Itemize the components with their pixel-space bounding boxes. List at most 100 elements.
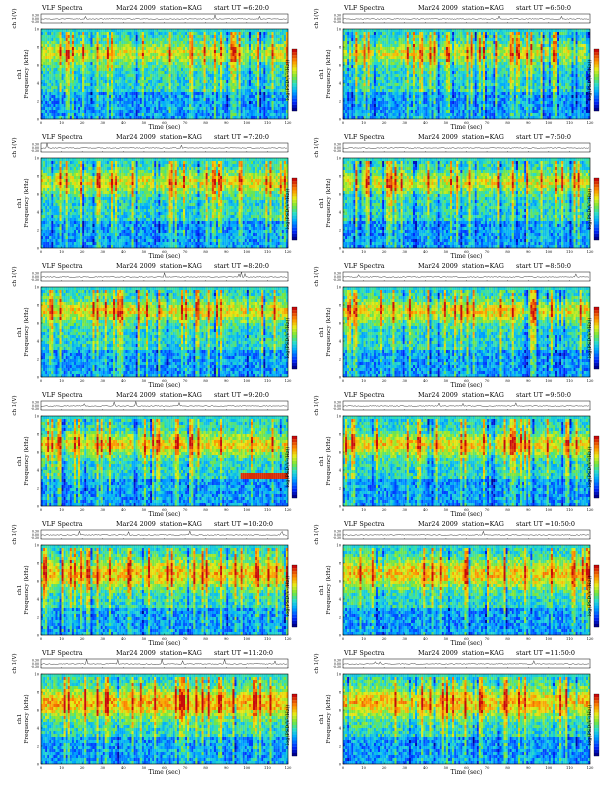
y-tick-label: 8 <box>339 303 342 307</box>
ch1-frame <box>40 658 289 669</box>
ch1-waveform <box>40 272 288 278</box>
x-tick-label: 10 <box>59 508 64 512</box>
chart-date: Mar24 2009 <box>418 4 458 13</box>
x-tick-label: 50 <box>444 250 449 254</box>
y-tick-label: 2 <box>37 228 39 232</box>
y-tick-label: 10 <box>34 156 39 160</box>
x-axis-label: Time (sec) <box>451 511 483 518</box>
y-tick-label: 6 <box>37 708 40 712</box>
x-tick-label: 40 <box>423 508 428 512</box>
chart-start-time: start UT =11:20:0 <box>214 649 273 658</box>
chart-station: station=KAG <box>462 133 504 142</box>
ch1-waveform <box>40 658 288 665</box>
x-tick-label: 30 <box>100 250 105 254</box>
y-tick-label: 10 <box>34 285 39 289</box>
x-tick-label: 60 <box>464 766 469 770</box>
x-tick-label: 50 <box>142 250 147 254</box>
ch1-tick-label: -0.30 <box>31 665 39 669</box>
ch1-tick-label: -0.30 <box>333 407 341 411</box>
x-axis-label: Time (sec) <box>451 124 483 131</box>
y-tick-label: 6 <box>339 63 342 67</box>
x-tick-label: 10 <box>59 766 64 770</box>
y-tick-label: 10 <box>336 27 341 31</box>
x-tick-label: 90 <box>526 250 531 254</box>
chart-title: VLF Spectra <box>42 391 83 400</box>
heatmap-cells <box>41 287 289 378</box>
x-tick-label: 0 <box>40 508 43 512</box>
x-tick-label: 0 <box>40 121 43 125</box>
y-axis-label: Frequency (kHz) <box>23 565 30 614</box>
heatmap-cells <box>343 674 591 765</box>
x-tick-label: 40 <box>423 250 428 254</box>
y-tick-label: 4 <box>339 210 342 214</box>
x-tick-label: 70 <box>485 250 490 254</box>
ch1-tick-label: 0.00 <box>32 404 39 408</box>
chart-start-time: start UT =6:50:0 <box>516 4 571 13</box>
chart-start-time: start UT =10:50:0 <box>516 520 575 529</box>
x-tick-label: 20 <box>80 766 85 770</box>
ch1-tick-label: -0.30 <box>31 278 39 282</box>
chart-station: station=KAG <box>160 4 202 13</box>
chart-date: Mar24 2009 <box>418 520 458 529</box>
y-tick-label: 6 <box>339 192 342 196</box>
x-tick-label: 120 <box>285 508 293 512</box>
x-tick-label: 20 <box>80 250 85 254</box>
ch1-waveform <box>40 14 288 20</box>
x-tick-label: 0 <box>40 379 43 383</box>
x-tick-label: 20 <box>382 637 387 641</box>
chart-station: station=KAG <box>462 262 504 271</box>
y-axis-channel-label: ch1 <box>17 327 23 338</box>
ch1-tick-label: 0.00 <box>334 662 341 666</box>
ch1-tick-label: -0.30 <box>333 665 341 669</box>
x-tick-label: 90 <box>526 766 531 770</box>
x-tick-label: 80 <box>203 508 208 512</box>
chart-title: VLF Spectra <box>42 133 83 142</box>
x-tick-label: 40 <box>423 766 428 770</box>
x-tick-label: 60 <box>464 379 469 383</box>
x-tick-label: 30 <box>402 379 407 383</box>
heatmap-cells <box>41 674 289 765</box>
x-tick-label: 10 <box>59 121 64 125</box>
x-tick-label: 70 <box>183 508 188 512</box>
y-tick-label: 10 <box>34 414 39 418</box>
x-tick-label: 50 <box>444 508 449 512</box>
x-tick-label: 0 <box>40 766 43 770</box>
ch1-tick-label: 0.00 <box>334 404 341 408</box>
x-tick-label: 60 <box>464 508 469 512</box>
heatmap-cells <box>343 545 591 636</box>
spectrogram-panel: VLF Spectra Mar24 2009 station=KAG start UT… <box>8 520 298 647</box>
y-axis-label: Frequency (kHz) <box>23 49 30 98</box>
x-tick-label: 110 <box>264 250 272 254</box>
x-tick-label: 70 <box>183 766 188 770</box>
y-tick-label: 4 <box>37 339 40 343</box>
x-tick-label: 60 <box>464 250 469 254</box>
y-axis-channel-label: ch1 <box>319 585 325 596</box>
y-tick-label: 10 <box>34 672 39 676</box>
x-tick-label: 120 <box>587 250 595 254</box>
ch1-tick-label: 0.30 <box>32 272 39 276</box>
y-axis-channel-label: ch1 <box>17 456 23 467</box>
x-tick-label: 80 <box>505 121 510 125</box>
x-tick-label: 90 <box>224 637 229 641</box>
ch1-tick-label: 0.30 <box>334 530 341 534</box>
x-tick-label: 120 <box>285 766 293 770</box>
y-tick-label: 6 <box>37 579 40 583</box>
colorbar <box>291 693 298 757</box>
ch1-frame <box>342 658 591 669</box>
y-axis-label: Frequency (kHz) <box>23 307 30 356</box>
y-tick-label: 2 <box>339 357 341 361</box>
y-axis-label: Frequency (kHz) <box>23 436 30 485</box>
x-tick-label: 70 <box>183 121 188 125</box>
y-tick-label: 0 <box>339 504 342 508</box>
y-axis-label: Frequency (kHz) <box>23 178 30 227</box>
x-tick-label: 60 <box>464 637 469 641</box>
colorbar-label: log(PSD(V²/Hz)) <box>586 447 593 488</box>
x-tick-label: 0 <box>40 250 43 254</box>
x-tick-label: 30 <box>100 379 105 383</box>
y-axis-channel-label: ch1 <box>17 585 23 596</box>
colorbar-label: log(PSD(V²/Hz)) <box>586 318 593 359</box>
chart-station: station=KAG <box>160 649 202 658</box>
